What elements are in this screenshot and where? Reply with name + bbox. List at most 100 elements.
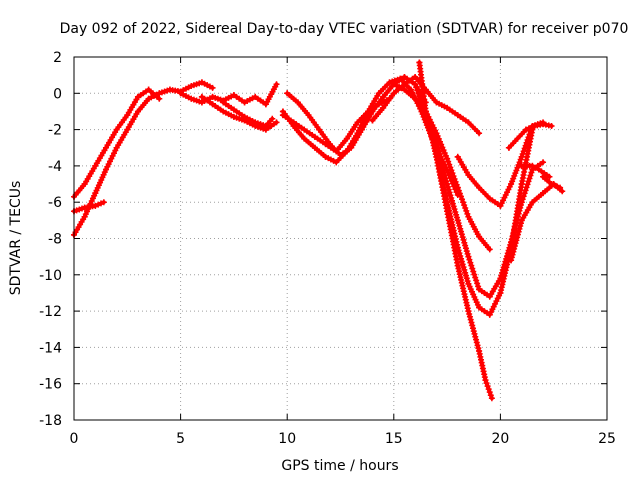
data-point <box>102 144 109 151</box>
data-series <box>71 59 566 402</box>
data-point <box>412 73 419 80</box>
plot-frame <box>73 56 608 421</box>
data-point <box>540 173 547 180</box>
data-point <box>446 171 453 178</box>
y-tick-label: -8 <box>48 232 62 248</box>
data-point <box>476 348 483 355</box>
data-point <box>540 159 547 166</box>
data-point <box>531 122 538 129</box>
data-point <box>444 155 451 162</box>
y-tick-label: -6 <box>48 195 62 211</box>
data-point <box>465 213 472 220</box>
data-point <box>433 99 440 106</box>
data-point <box>354 119 361 126</box>
y-tick-label: -12 <box>39 304 62 320</box>
data-point <box>326 141 333 148</box>
y-tick-label: 2 <box>53 50 62 66</box>
data-point <box>486 311 493 318</box>
x-tick-label: 10 <box>278 431 296 447</box>
data-point <box>166 86 173 93</box>
series-arc-20 <box>540 173 564 191</box>
y-axis: 2 0 -2 -4 -6 -8 -10 -12 -14 -16 -18 <box>39 50 607 429</box>
x-tick-label: 20 <box>491 431 509 447</box>
data-point <box>269 115 276 122</box>
data-point <box>529 162 536 169</box>
data-point <box>476 130 483 137</box>
data-point <box>220 99 227 106</box>
x-tick-label: 0 <box>70 431 79 447</box>
data-point <box>188 95 195 102</box>
series-arc-11 <box>390 81 493 253</box>
data-point <box>444 104 451 111</box>
data-point <box>548 181 555 188</box>
data-point <box>454 217 461 224</box>
data-point <box>113 126 120 133</box>
data-point <box>252 119 259 126</box>
chart-title: Day 092 of 2022, Sidereal Day-to-day VTE… <box>60 21 629 37</box>
series-arc-16 <box>454 119 547 209</box>
data-point <box>401 86 408 93</box>
data-point <box>301 126 308 133</box>
data-point <box>401 81 408 88</box>
data-point <box>134 108 141 115</box>
data-point <box>518 162 525 169</box>
series-arc-19 <box>505 121 555 151</box>
data-point <box>102 166 109 173</box>
data-point <box>92 162 99 169</box>
data-point <box>535 166 542 173</box>
y-axis-label: SDTVAR / TECUs <box>8 181 24 296</box>
data-point <box>522 126 529 133</box>
y-tick-label: -18 <box>39 413 62 429</box>
data-point <box>220 108 227 115</box>
data-point <box>380 104 387 111</box>
data-point <box>81 181 88 188</box>
data-point <box>369 117 376 124</box>
data-point <box>290 119 297 126</box>
data-point <box>145 95 152 102</box>
data-point <box>209 101 216 108</box>
data-point <box>198 99 205 106</box>
data-point <box>476 233 483 240</box>
data-point <box>465 253 472 260</box>
data-point <box>476 304 483 311</box>
data-point <box>486 246 493 253</box>
data-point <box>198 79 205 86</box>
data-point <box>188 83 195 90</box>
data-point <box>465 119 472 126</box>
data-point <box>540 190 547 197</box>
y-tick-label: 0 <box>53 86 62 102</box>
data-point <box>177 90 184 97</box>
data-point <box>241 113 248 120</box>
data-point <box>369 108 376 115</box>
data-point <box>497 202 504 209</box>
data-point <box>465 280 472 287</box>
y-tick-label: -4 <box>48 159 62 175</box>
data-point <box>444 208 451 215</box>
y-tick-label: -10 <box>39 268 62 284</box>
data-point <box>333 159 340 166</box>
data-point <box>311 133 318 140</box>
x-tick-label: 15 <box>385 431 403 447</box>
series-arc-14 <box>422 108 495 402</box>
data-point <box>518 217 525 224</box>
x-axis-label: GPS time / hours <box>281 458 398 474</box>
data-point <box>488 395 495 402</box>
series-arc-5 <box>198 93 280 133</box>
data-point <box>508 257 515 264</box>
series-markers <box>71 79 213 238</box>
x-tick-label: 5 <box>176 431 185 447</box>
data-point <box>518 153 525 160</box>
data-point <box>100 199 107 206</box>
data-point <box>375 90 382 97</box>
y-tick-label: -16 <box>39 377 62 393</box>
data-point <box>482 377 489 384</box>
data-point <box>294 99 301 106</box>
data-point <box>486 293 493 300</box>
y-tick-label: -2 <box>48 123 62 139</box>
data-point <box>279 112 286 119</box>
data-point <box>518 181 525 188</box>
data-point <box>454 153 461 160</box>
data-point <box>454 262 461 269</box>
data-point <box>422 108 429 115</box>
